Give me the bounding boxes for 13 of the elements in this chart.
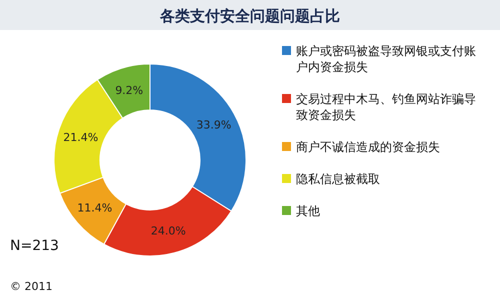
data-label: 33.9% — [196, 118, 232, 132]
chart-title: 各类支付安全问题问题占比 — [159, 7, 340, 25]
data-label: 11.4% — [77, 202, 112, 215]
legend-label: 交易过程中木马、钓鱼网站诈骗导致资金损失 — [296, 92, 476, 122]
text: © 2011 — [10, 280, 52, 293]
legend-label: 商户不诚信造成的资金损失 — [296, 140, 440, 154]
text: N=213 — [10, 238, 59, 254]
data-label: 9.2% — [115, 84, 144, 98]
data-label: 21.4% — [63, 131, 98, 144]
legend-label: 其他 — [296, 204, 320, 218]
legend-label: 账户或密码被盗导致网银或支付账户内资金损失 — [296, 44, 476, 74]
legend-label: 隐私信息被截取 — [296, 172, 380, 186]
data-label: 24.0% — [150, 224, 186, 238]
